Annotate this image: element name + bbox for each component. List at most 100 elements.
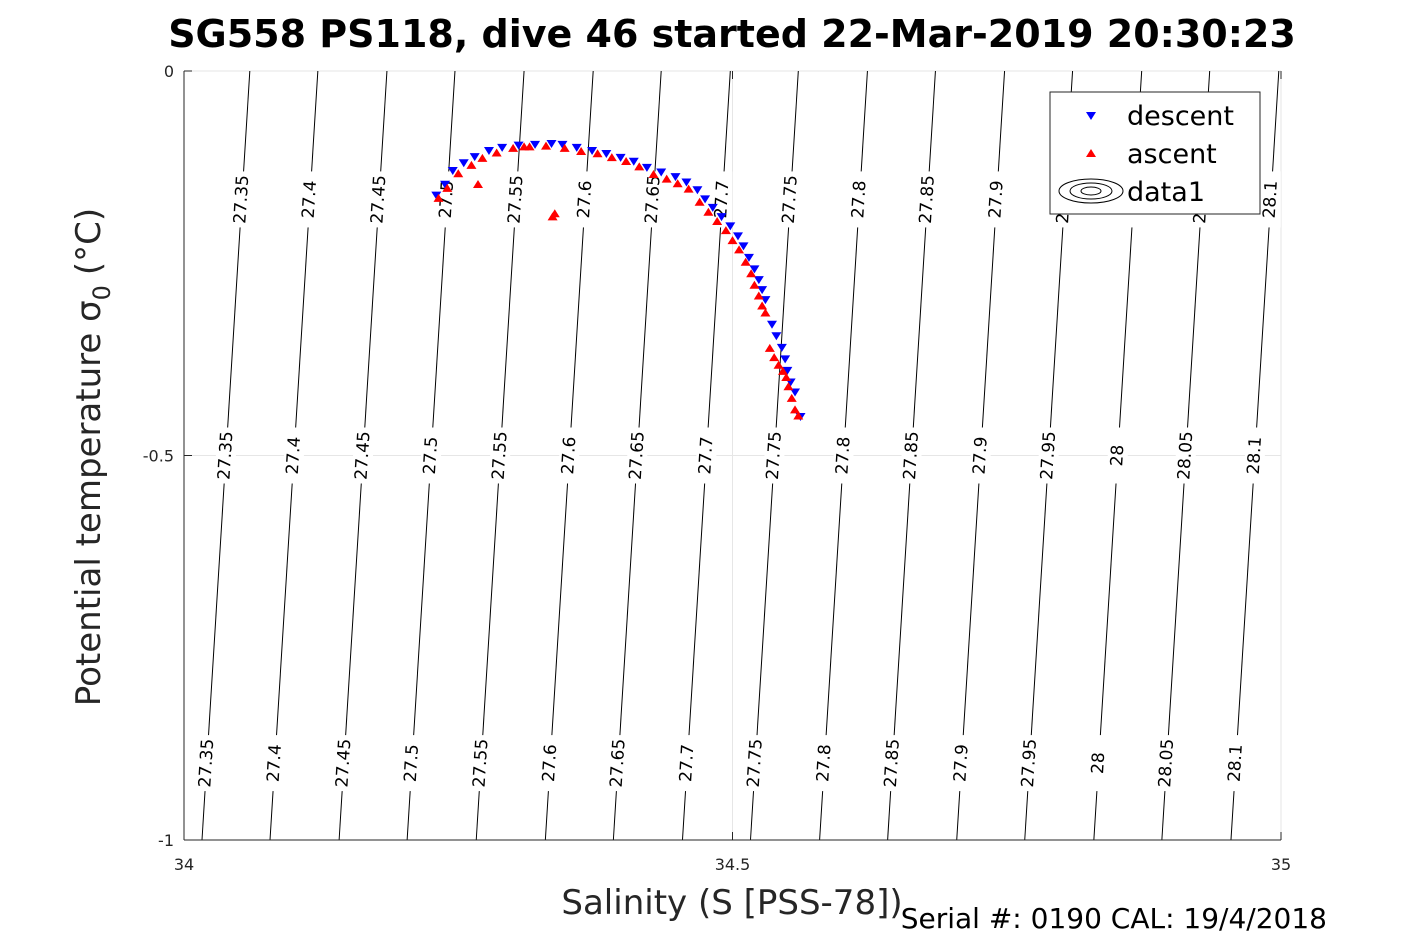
contour-label-background	[283, 427, 304, 484]
ascent-point	[541, 141, 552, 150]
legend: descent ascent data1	[1049, 91, 1261, 215]
ascent-point	[757, 301, 768, 310]
contour-label-background	[299, 171, 320, 228]
y-ticks: 0 -0.5 -1	[143, 62, 192, 850]
contour-label-background	[901, 427, 922, 484]
contour-label: 28.1	[1260, 180, 1282, 219]
ascent-point	[592, 149, 603, 158]
descent-point	[725, 222, 736, 231]
ascent-point	[734, 245, 745, 254]
contour-label-background	[1156, 735, 1177, 792]
contour-label: 27.65	[626, 431, 649, 481]
ascent-point	[694, 197, 705, 206]
contour-label-background	[608, 735, 629, 792]
y-axis-label-unit: (°C)	[69, 208, 109, 275]
contour-label: 27.35	[230, 175, 253, 225]
ascent-point	[648, 170, 659, 179]
contour-label-background	[745, 735, 766, 792]
legend-ascent-label: ascent	[1127, 139, 1217, 170]
contour-label-background	[1260, 171, 1281, 228]
ascent-point	[547, 212, 558, 221]
contour-label-background	[506, 171, 527, 228]
ascent-point	[760, 308, 771, 317]
ascent-point	[661, 174, 672, 183]
ascent-point	[453, 169, 464, 178]
contour-label: 28.05	[1174, 431, 1197, 481]
descent-point	[641, 163, 652, 172]
ascent-point	[472, 180, 483, 189]
ascent-point	[559, 143, 570, 152]
contour-label-background	[1107, 427, 1128, 484]
contour-label: 27.9	[969, 436, 991, 475]
contour-label: 27.65	[607, 738, 630, 788]
contour-label: 27.35	[214, 431, 237, 481]
descent-point	[753, 276, 764, 285]
contour-label: 28.05	[1155, 738, 1178, 788]
contour-label-background	[215, 427, 236, 484]
descent-point	[601, 150, 612, 159]
ascent-point	[783, 382, 794, 391]
descent-point	[546, 140, 557, 149]
contour-label: 27.5	[401, 744, 423, 783]
ascent-point	[672, 179, 683, 188]
ascent-point	[793, 411, 804, 420]
contour-label: 27.55	[489, 431, 512, 481]
contour-label-background	[1038, 427, 1059, 484]
descent-point	[732, 232, 743, 241]
descent-point	[571, 143, 582, 152]
contour-label-background	[264, 735, 285, 792]
ascent-point	[491, 148, 502, 157]
contour-label: 27.7	[711, 180, 733, 219]
ascent-point	[621, 156, 632, 165]
contour-label-background	[401, 735, 422, 792]
contour-label-background	[1175, 427, 1196, 484]
contour-label: 27.85	[916, 175, 939, 225]
contour-label: 27.65	[642, 175, 665, 225]
ascent-point	[477, 153, 488, 162]
contour-label-background	[986, 171, 1007, 228]
ascent-point	[790, 405, 801, 414]
contour-label: 27.6	[539, 744, 561, 783]
ascent-point	[508, 143, 519, 152]
contour-label: 27.45	[367, 175, 390, 225]
y-tick-label: -1	[158, 831, 174, 850]
descent-point	[497, 143, 508, 152]
y-axis-label-subscript: 0	[88, 285, 116, 300]
descent-point	[458, 159, 469, 168]
descent-point	[780, 355, 791, 364]
ascent-point	[442, 183, 453, 192]
contour-label-background	[575, 171, 596, 228]
contour-label: 28	[1107, 444, 1128, 467]
ascent-point	[703, 207, 714, 216]
ascent-point	[576, 146, 587, 155]
descent-point	[483, 146, 494, 155]
contour-label-background	[231, 171, 252, 228]
ascent-point	[606, 153, 617, 162]
contour-label-background	[814, 735, 835, 792]
contour-label: 27.5	[420, 436, 442, 475]
descent-point	[707, 203, 718, 212]
ascent-series	[433, 141, 804, 420]
descent-series	[431, 140, 806, 422]
contour-label: 27.9	[950, 744, 972, 783]
contour-label: 27.85	[881, 738, 904, 788]
contour-label-background	[490, 427, 511, 484]
descent-point	[766, 320, 777, 329]
contour-label-background	[917, 171, 938, 228]
x-tick-label: 35	[1271, 855, 1291, 874]
descent-point	[782, 366, 793, 375]
contour-label-background	[1088, 735, 1109, 792]
contour-label-background	[333, 735, 354, 792]
y-axis-label: Potential temperature σ0 (°C)	[69, 208, 116, 706]
contour-label: 27.5	[436, 180, 458, 219]
contour-label: 28	[1088, 752, 1109, 775]
ascent-point	[769, 353, 780, 362]
contour-label-background	[559, 427, 580, 484]
y-axis-label-text: Potential temperature σ	[69, 300, 109, 706]
y-tick-label: -0.5	[143, 447, 174, 466]
descent-point	[743, 253, 754, 262]
descent-point	[738, 242, 749, 251]
contour-label-background	[353, 427, 374, 484]
contour-label: 27.55	[505, 175, 528, 225]
